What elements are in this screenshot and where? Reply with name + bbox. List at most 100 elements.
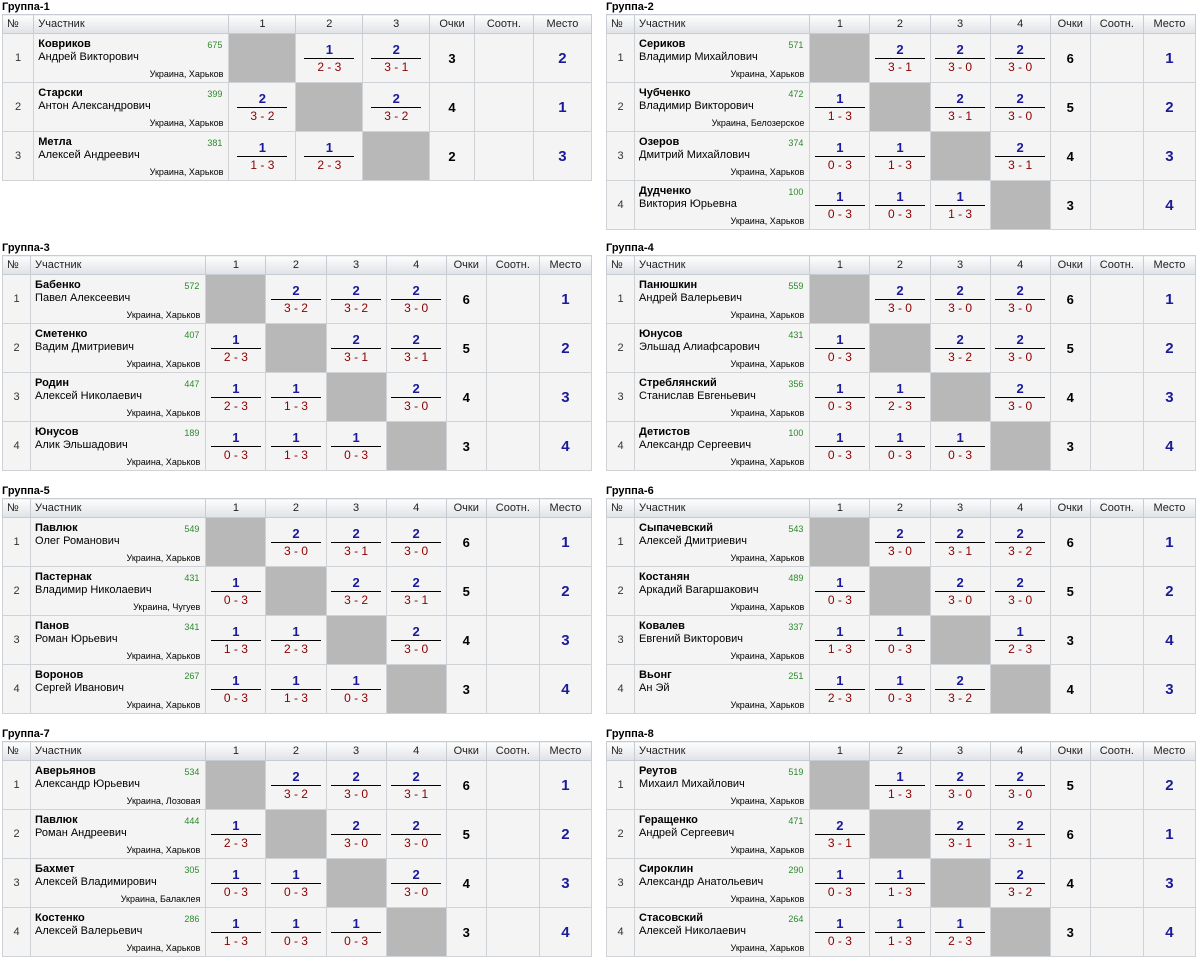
player-lastname[interactable]: Метла (38, 136, 72, 148)
player-lastname[interactable]: Павлюк (35, 814, 78, 826)
player-lastname[interactable]: Дудченко (639, 185, 692, 197)
player-lastname[interactable]: Павлюк (35, 522, 78, 534)
player-lastname[interactable]: Озеров (639, 136, 680, 148)
player-lastname[interactable]: Панов (35, 620, 70, 632)
player-lastname[interactable]: Геращенко (639, 814, 698, 826)
player-lastname[interactable]: Панюшкин (639, 279, 698, 291)
player-lastname[interactable]: Ковриков (38, 38, 91, 50)
player-lastname[interactable]: Детистов (639, 426, 690, 438)
player-lastname[interactable]: Пастернак (35, 571, 92, 583)
player-lastname[interactable]: Бабенко (35, 279, 81, 291)
player-lastname[interactable]: Аверьянов (35, 765, 96, 777)
player-lastname[interactable]: Реутов (639, 765, 678, 777)
player-lastname[interactable]: Сметенко (35, 328, 88, 340)
player-lastname[interactable]: Сериков (639, 38, 686, 50)
player-lastname[interactable]: Вьонг (639, 669, 672, 681)
player-lastname[interactable]: Стреблянский (639, 377, 717, 389)
player-lastname[interactable]: Родин (35, 377, 70, 389)
player-lastname[interactable]: Сироклин (639, 863, 694, 875)
player-lastname[interactable]: Сыпачевский (639, 522, 714, 534)
player-lastname[interactable]: Воронов (35, 669, 84, 681)
player-lastname[interactable]: Бахмет (35, 863, 75, 875)
player-lastname[interactable]: Юнусов (639, 328, 683, 340)
player-lastname[interactable]: Старски (38, 87, 83, 99)
player-lastname[interactable]: Костенко (35, 912, 85, 924)
player-lastname[interactable]: Стасовский (639, 912, 703, 924)
player-lastname[interactable]: Костанян (639, 571, 690, 583)
